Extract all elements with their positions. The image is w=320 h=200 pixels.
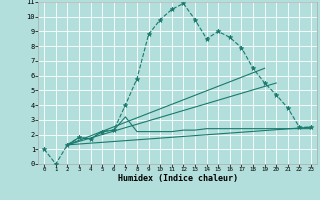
X-axis label: Humidex (Indice chaleur): Humidex (Indice chaleur)	[118, 174, 238, 183]
